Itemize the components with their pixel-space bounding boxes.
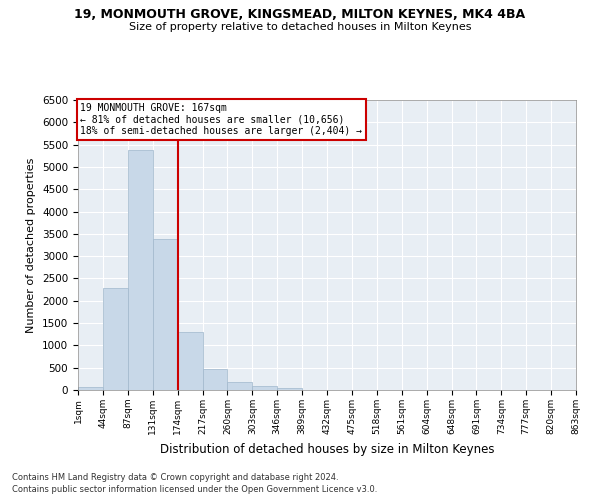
Bar: [253, 386, 277, 390]
Text: Contains HM Land Registry data © Crown copyright and database right 2024.: Contains HM Land Registry data © Crown c…: [12, 472, 338, 482]
Bar: [203, 368, 227, 390]
Text: Size of property relative to detached houses in Milton Keynes: Size of property relative to detached ho…: [129, 22, 471, 32]
Bar: [78, 386, 103, 390]
Text: 19, MONMOUTH GROVE, KINGSMEAD, MILTON KEYNES, MK4 4BA: 19, MONMOUTH GROVE, KINGSMEAD, MILTON KE…: [74, 8, 526, 20]
Text: 19 MONMOUTH GROVE: 167sqm
← 81% of detached houses are smaller (10,656)
18% of s: 19 MONMOUTH GROVE: 167sqm ← 81% of detac…: [80, 103, 362, 136]
Bar: [103, 288, 128, 390]
Text: Contains public sector information licensed under the Open Government Licence v3: Contains public sector information licen…: [12, 485, 377, 494]
Bar: [227, 382, 253, 390]
Bar: [128, 150, 153, 390]
Text: Distribution of detached houses by size in Milton Keynes: Distribution of detached houses by size …: [160, 442, 494, 456]
Y-axis label: Number of detached properties: Number of detached properties: [26, 158, 37, 332]
Bar: [152, 239, 178, 390]
Bar: [277, 388, 302, 390]
Bar: [178, 332, 203, 390]
